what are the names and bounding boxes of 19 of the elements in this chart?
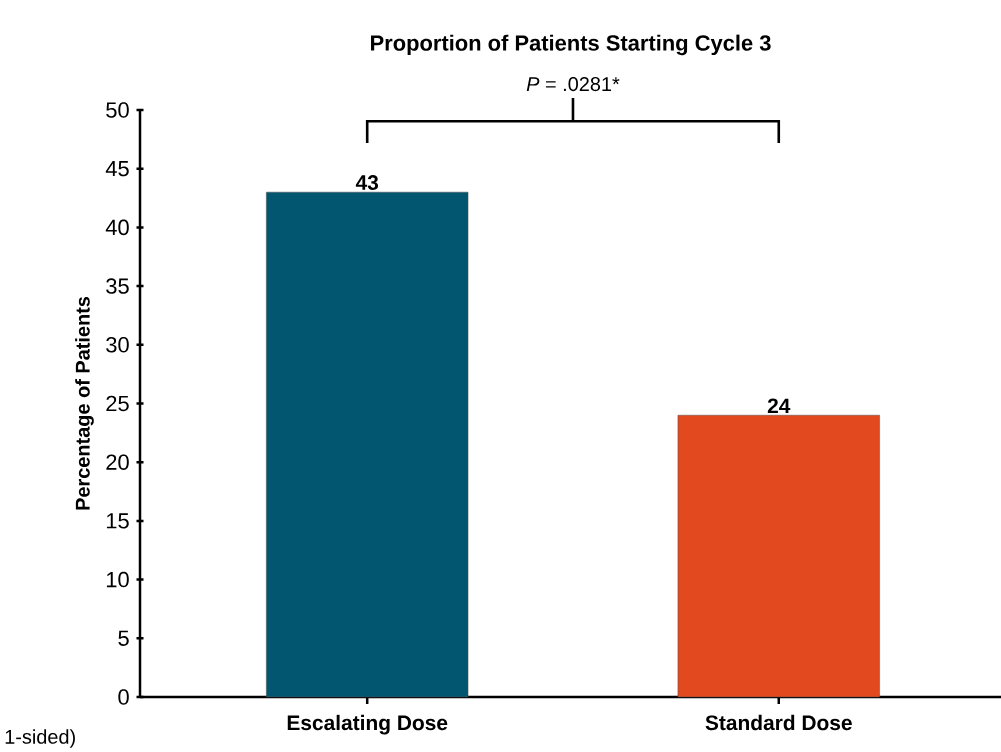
y-tick-label: 35 xyxy=(106,278,129,294)
x-tick-label: Standard Dose xyxy=(705,714,852,731)
data-label: 43 xyxy=(355,175,379,190)
y-tick-label: 20 xyxy=(106,454,129,470)
y-axis-title: Percentage of Patients xyxy=(75,296,94,510)
y-tick-label: 50 xyxy=(106,102,129,118)
y-tick-label: 5 xyxy=(118,630,129,646)
text: 1-sided) xyxy=(5,729,75,748)
y-tick-label: 10 xyxy=(106,571,129,588)
y-tick-label: 0 xyxy=(118,689,129,705)
x-tick-label: Escalating Dose xyxy=(287,714,448,735)
y-tick-label: 25 xyxy=(106,395,129,412)
y-tick-label: 40 xyxy=(105,219,129,236)
data-label: 24 xyxy=(767,398,791,414)
text: P = .0281* xyxy=(526,77,620,92)
y-tick-label: 45 xyxy=(105,161,129,177)
y-tick-label: 15 xyxy=(106,513,129,529)
y-tick-label: 30 xyxy=(106,337,129,353)
chart-title: Proportion of Patients Starting Cycle 3 xyxy=(371,34,771,56)
